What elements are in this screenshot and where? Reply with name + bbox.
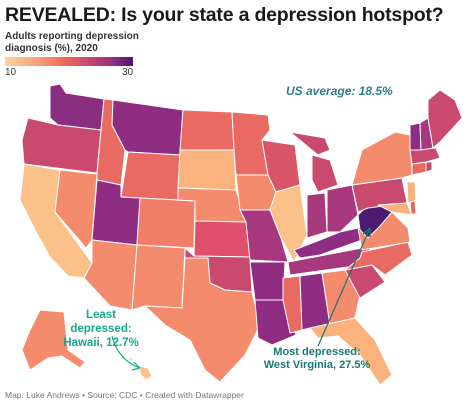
state-vermont xyxy=(409,122,422,151)
state-washington xyxy=(49,83,105,131)
state-wyoming xyxy=(120,151,181,201)
least-depressed-annotation: Least depressed: Hawaii, 12.7% xyxy=(55,308,147,350)
most-depressed-line2: West Virginia, 27.5% xyxy=(263,359,371,371)
most-arrow xyxy=(317,227,371,347)
state-new-mexico xyxy=(131,244,186,311)
state-kansas xyxy=(193,220,251,258)
state-arkansas xyxy=(249,261,286,301)
legend-title: Adults reporting depression diagnosis (%… xyxy=(5,31,139,54)
state-mississippi xyxy=(282,275,303,334)
state-colorado xyxy=(136,197,196,249)
least-depressed-line2: Hawaii, 12.7% xyxy=(63,337,139,349)
most-arrowhead xyxy=(362,227,371,237)
state-new-jersey xyxy=(406,181,417,204)
state-rhode-island xyxy=(425,161,433,173)
state-hawaii xyxy=(127,357,153,381)
state-south-dakota xyxy=(177,149,237,191)
state-north-carolina xyxy=(344,241,413,276)
state-north-dakota xyxy=(179,109,235,151)
legend-color-scale xyxy=(5,57,133,66)
state-nevada xyxy=(54,169,98,249)
state-maryland xyxy=(377,202,413,216)
us-average-annotation: US average: 18.5% xyxy=(286,84,393,98)
state-new-york xyxy=(351,131,413,186)
state-georgia xyxy=(321,269,361,326)
least-arrow xyxy=(111,335,141,369)
state-alaska xyxy=(21,309,86,371)
legend-max-label: 30 xyxy=(122,67,134,78)
state-michigan xyxy=(289,131,339,193)
least-depressed-line1: Least depressed: xyxy=(70,309,132,335)
state-maine xyxy=(427,89,463,149)
state-arizona xyxy=(83,239,138,311)
state-florida xyxy=(309,317,393,386)
least-arrowhead xyxy=(131,361,141,371)
footer-credits: Map: Luke Andrews • Source: CDC • Create… xyxy=(5,390,244,400)
chart-title: REVEALED: Is your state a depression hot… xyxy=(5,4,444,26)
state-ohio xyxy=(326,184,359,233)
most-depressed-annotation: Most depressed: West Virginia, 27.5% xyxy=(262,346,372,372)
state-indiana xyxy=(306,192,328,239)
most-depressed-line1: Most depressed: xyxy=(273,346,361,358)
legend-min-label: 10 xyxy=(5,67,17,78)
